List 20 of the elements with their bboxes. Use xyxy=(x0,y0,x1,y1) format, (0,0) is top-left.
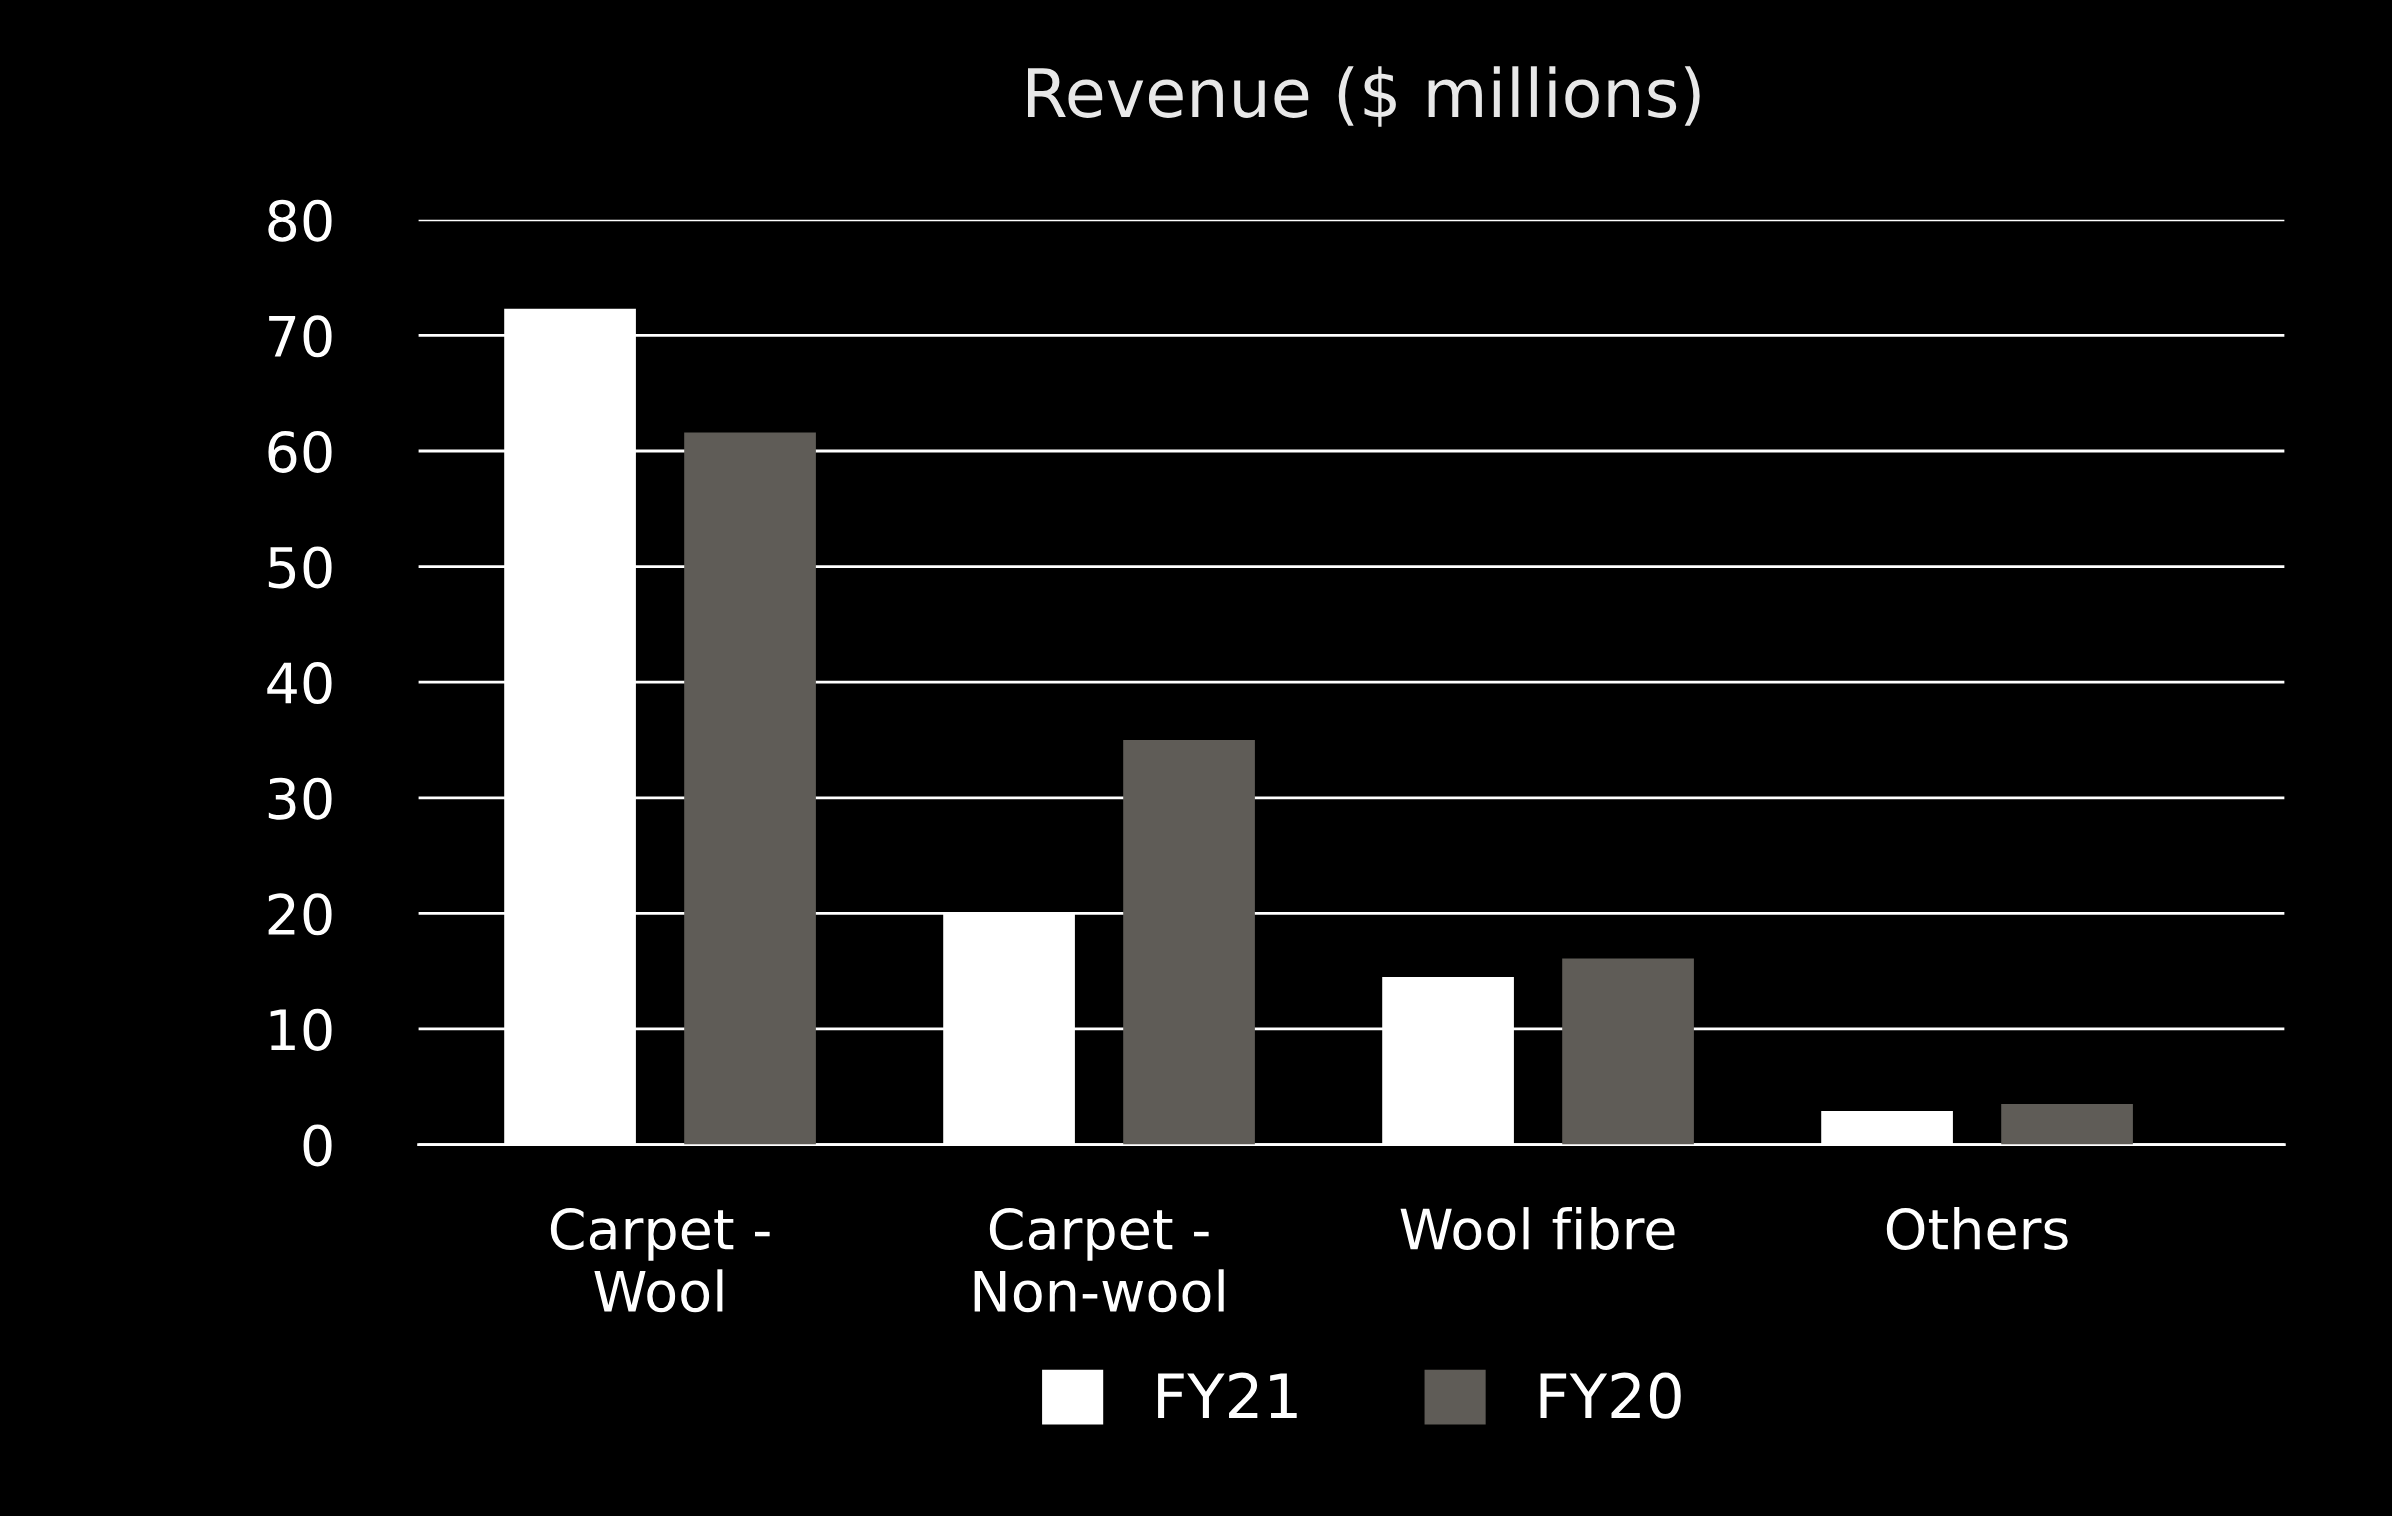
y-tick-label: 80 xyxy=(268,199,332,242)
x-tick-label: Carpet - Wool xyxy=(550,1208,770,1313)
y-tick-label: 70 xyxy=(269,315,332,358)
bar xyxy=(2001,1104,2133,1145)
y-tick-label: 0 xyxy=(303,1124,332,1167)
y-tick-label: 30 xyxy=(268,777,332,820)
bar xyxy=(1562,958,1694,1145)
y-tick-label: 50 xyxy=(268,546,332,589)
y-tick-label: 60 xyxy=(268,430,332,473)
bar xyxy=(684,432,816,1145)
legend-label: FY21 xyxy=(1158,1372,1297,1418)
legend-label: FY20 xyxy=(1540,1372,1681,1419)
bar xyxy=(1123,740,1255,1145)
y-tick-label: 40 xyxy=(267,662,332,705)
y-tick-label: 20 xyxy=(268,893,332,936)
y-tick-label: 10 xyxy=(270,1008,332,1051)
x-tick-label: Others xyxy=(1886,1207,2068,1251)
x-tick-label: Carpet - Non-wool xyxy=(974,1208,1224,1313)
x-tick-label: Wool fibre xyxy=(1400,1207,1675,1251)
chart-title: Revenue ($ millions) xyxy=(1028,66,1700,127)
